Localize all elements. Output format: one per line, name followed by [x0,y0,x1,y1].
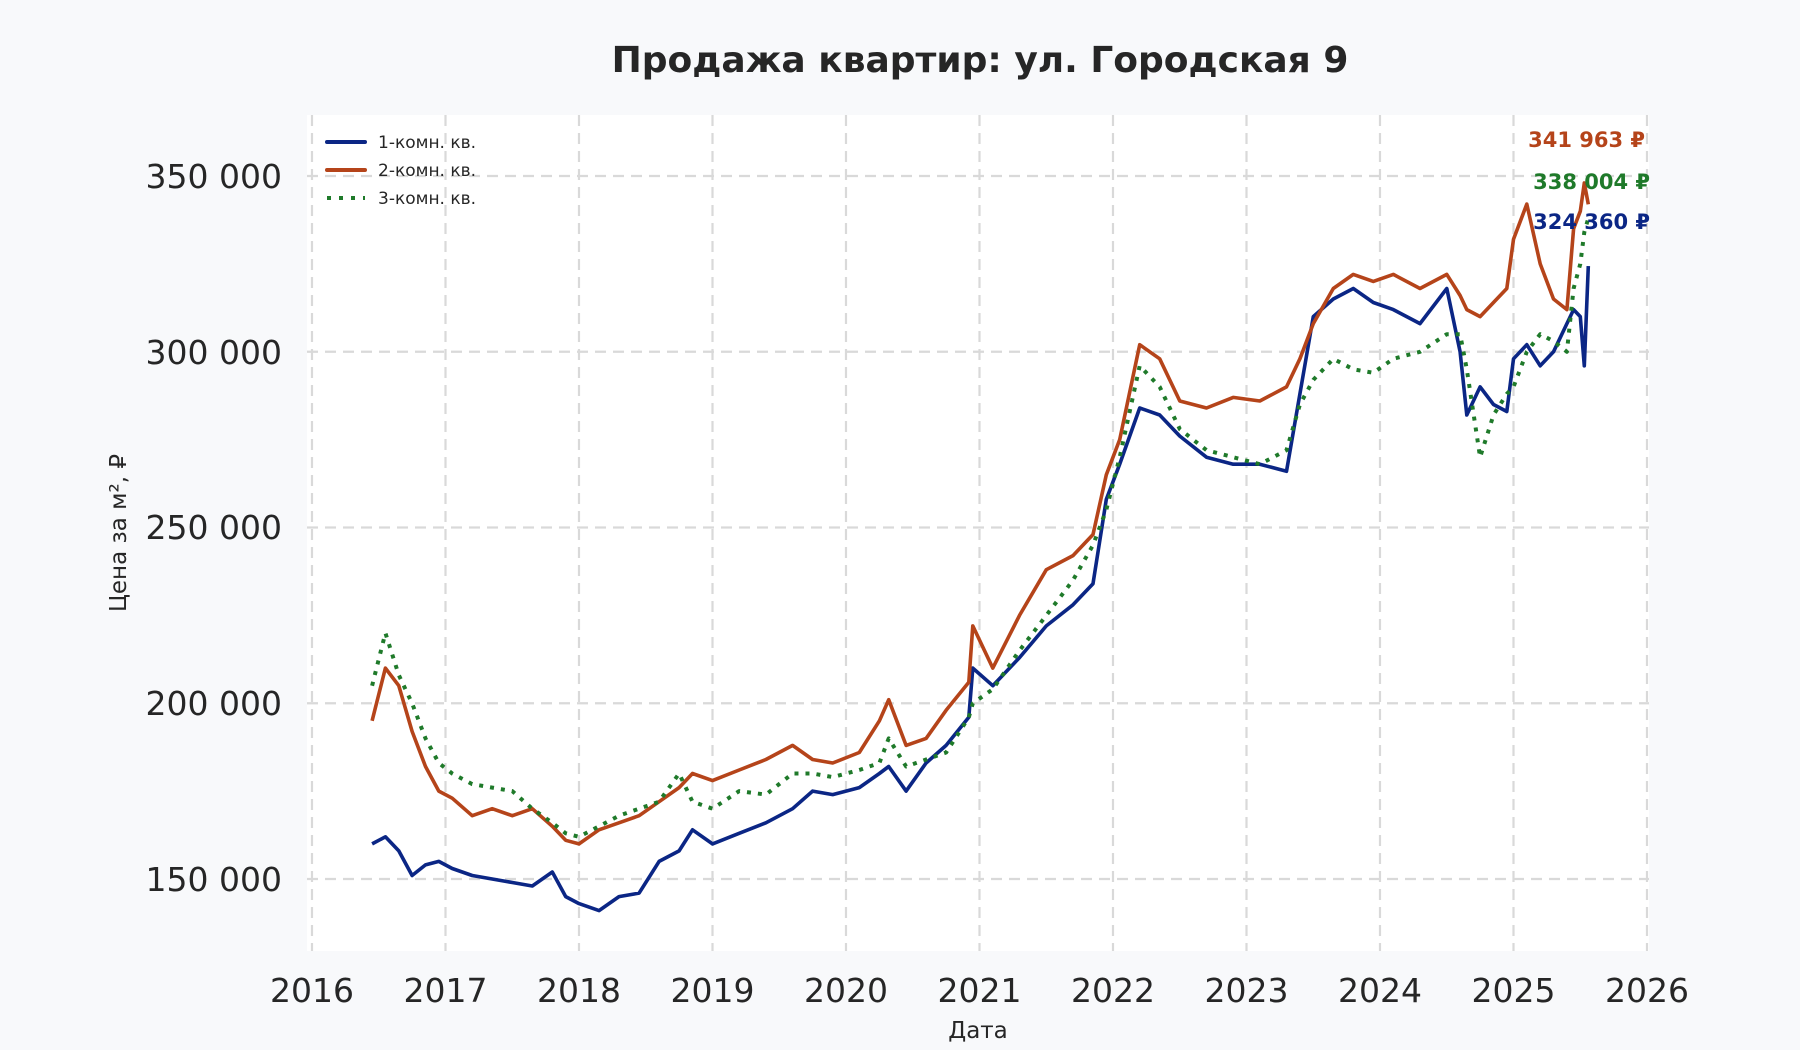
legend-label: 3-комн. кв. [378,189,476,209]
annotation-1room-last: 324 360 ₽ [1533,210,1650,234]
x-tick: 2026 [1605,971,1689,1010]
x-tick: 2020 [804,971,888,1010]
x-axis-label: Дата [948,1018,1008,1044]
chart-title: Продажа квартир: ул. Городская 9 [612,40,1349,81]
y-tick: 250 000 [146,508,282,547]
legend-item-3room: 3-комн. кв. [327,189,476,209]
legend-label: 1-комн. кв. [378,133,476,153]
series-line-2room [370,181,1591,846]
legend: 1-комн. кв. 2-комн. кв. 3-комн. кв. [325,133,476,209]
last-value-annotations: 341 963 ₽ 338 004 ₽ 324 360 ₽ [1528,128,1650,234]
x-tick: 2018 [537,971,621,1010]
y-tick: 200 000 [146,684,282,723]
x-tick: 2016 [270,971,354,1010]
grid-lines [307,115,1649,951]
x-axis-ticks: 2016 2017 2018 2019 2020 2021 2022 2023 … [270,971,1689,1010]
x-tick: 2022 [1071,971,1155,1010]
y-tick: 150 000 [146,860,282,899]
x-tick: 2017 [404,971,488,1010]
annotation-3room-last: 338 004 ₽ [1533,170,1650,194]
x-tick: 2025 [1472,971,1556,1010]
legend-item-1room: 1-комн. кв. [325,133,476,153]
y-axis-ticks: 150 000 200 000 250 000 300 000 350 000 [146,157,282,899]
x-tick: 2019 [671,971,755,1010]
series-lines [370,181,1591,913]
y-tick: 350 000 [146,157,282,196]
series-line-1room [371,266,1591,913]
legend-item-2room: 2-комн. кв. [325,161,476,181]
x-tick: 2024 [1338,971,1422,1010]
x-tick: 2023 [1205,971,1289,1010]
plot-area [307,115,1649,951]
y-axis-label: Цена за м², ₽ [106,454,132,612]
x-tick: 2021 [938,971,1022,1010]
y-tick: 300 000 [146,333,282,372]
annotation-2room-last: 341 963 ₽ [1528,128,1645,152]
legend-label: 2-комн. кв. [378,161,476,181]
